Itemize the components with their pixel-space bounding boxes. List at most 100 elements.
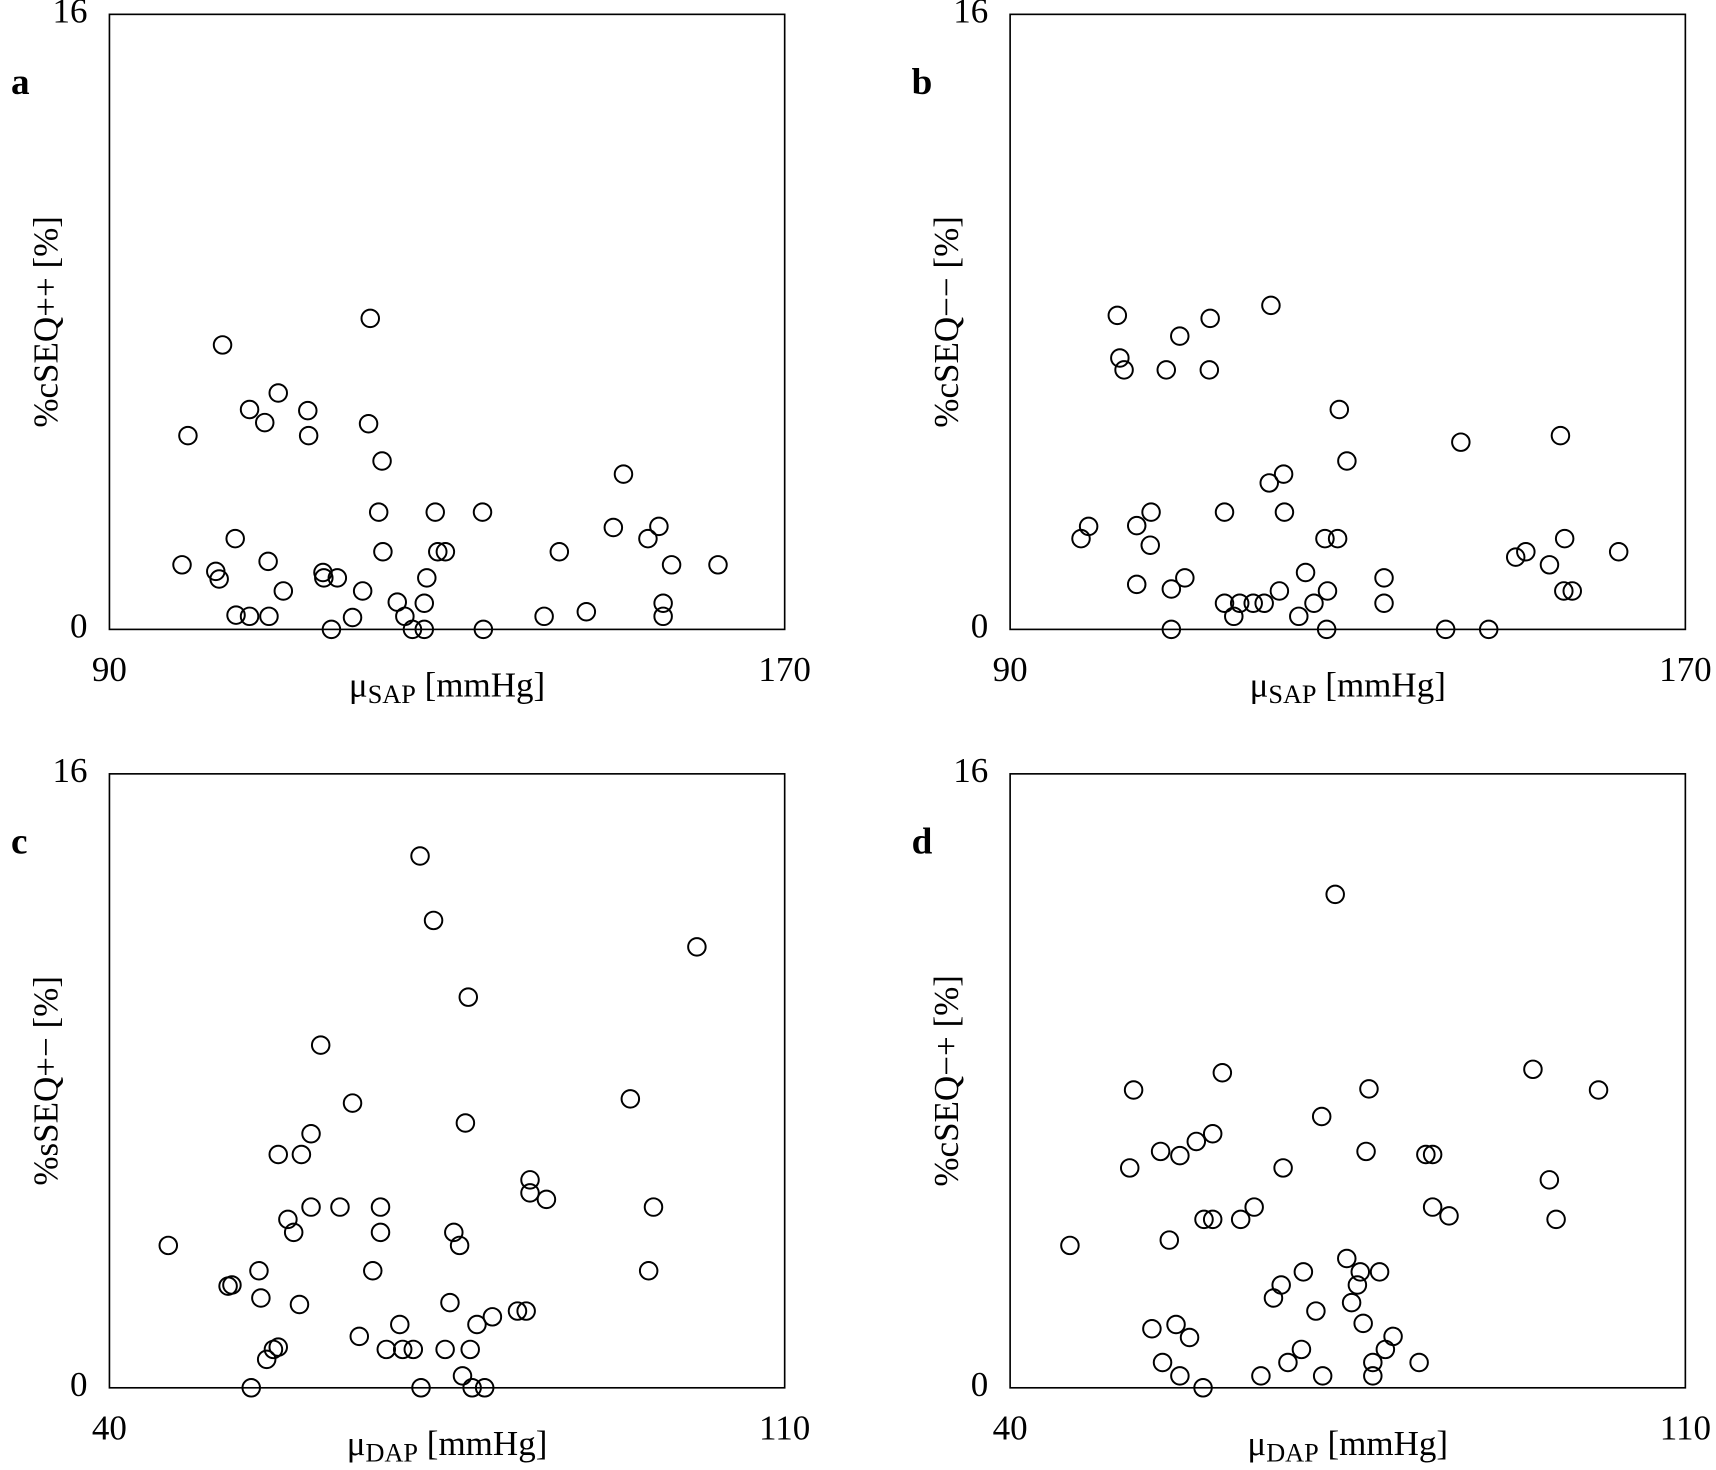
point [255, 412, 275, 433]
point [455, 1113, 476, 1133]
point [1422, 1197, 1443, 1217]
point [1311, 1106, 1332, 1127]
x-label-unit: [mmHg] [1325, 666, 1446, 705]
point [1293, 1262, 1314, 1282]
point [507, 1301, 528, 1321]
point [411, 1378, 431, 1398]
point [661, 555, 682, 575]
x-label-subscript: DAP [366, 1439, 419, 1468]
point [1141, 502, 1161, 522]
x-label-subscript: SAP [1268, 680, 1316, 709]
x-tick-label: 40 [92, 1409, 127, 1448]
point [178, 425, 198, 446]
point [440, 1292, 460, 1313]
point [1159, 1230, 1180, 1250]
panel: 0 16 90 170 μSAP [mmHg] %cSEQ++ [%] a [11, 0, 811, 709]
point [620, 1089, 641, 1109]
point [1259, 473, 1279, 493]
point [1150, 1141, 1171, 1162]
point [1110, 348, 1130, 368]
point [291, 1144, 312, 1165]
point [1200, 308, 1220, 329]
point [473, 619, 494, 640]
point [209, 569, 229, 589]
point [1126, 574, 1147, 595]
point [1152, 1352, 1173, 1373]
point [472, 502, 493, 522]
point [363, 1261, 383, 1281]
point [222, 1275, 242, 1295]
panel: 0 16 90 170 μSAP [mmHg] %cSEQ−− [%] b [912, 0, 1712, 709]
point [1347, 1275, 1368, 1295]
point [373, 542, 393, 562]
point [268, 1337, 288, 1357]
point [1291, 1339, 1312, 1360]
point [1170, 326, 1190, 346]
panel: 0 16 40 110 μDAP [mmHg] %cSEQ−+ [%] d [912, 751, 1711, 1468]
point [534, 606, 554, 627]
point [1562, 581, 1582, 601]
point [1126, 515, 1147, 536]
x-tick-label: 170 [758, 650, 811, 689]
point [1214, 502, 1235, 522]
point [1315, 528, 1335, 549]
x-tick-label: 170 [1659, 650, 1712, 689]
point [1166, 1314, 1186, 1335]
x-axis-label: μSAP [mmHg] [349, 666, 545, 710]
point [467, 1314, 487, 1335]
panel-label: c [11, 822, 28, 863]
point [1251, 1366, 1271, 1386]
plot-frame [1009, 773, 1687, 1389]
point [301, 1197, 321, 1217]
point [1353, 1313, 1373, 1334]
point [1193, 1378, 1213, 1398]
panel: 0 16 40 110 μDAP [mmHg] %sSEQ+− [%] c [11, 751, 810, 1468]
point [256, 1349, 277, 1370]
y-tick-label: 0 [70, 606, 88, 645]
x-label-subscript: DAP [1266, 1439, 1319, 1468]
point [1363, 1352, 1383, 1373]
point [1161, 619, 1182, 640]
point [1263, 1288, 1284, 1308]
point [452, 1366, 473, 1386]
y-tick-label: 16 [953, 0, 988, 30]
point [249, 1261, 269, 1281]
point [410, 846, 430, 866]
point [462, 1378, 482, 1398]
point [392, 1339, 413, 1360]
point [414, 619, 435, 640]
point [649, 516, 669, 537]
point [1363, 1366, 1383, 1386]
point [1295, 562, 1316, 583]
point [370, 1197, 391, 1217]
point [158, 1235, 179, 1256]
point [1306, 1301, 1326, 1321]
point [428, 542, 448, 562]
plot-frame [108, 13, 786, 631]
point [1179, 1327, 1200, 1348]
point [327, 568, 348, 588]
point [1156, 360, 1177, 380]
plot-frame [1009, 13, 1687, 631]
point [1409, 1352, 1429, 1373]
point [1114, 360, 1134, 380]
point [1071, 528, 1091, 549]
point [330, 1197, 350, 1217]
x-label-subscript: SAP [368, 680, 416, 709]
point [1374, 568, 1394, 588]
point [1554, 528, 1575, 549]
point [1329, 399, 1350, 420]
point [460, 1339, 480, 1360]
point [1224, 606, 1244, 627]
x-axis-label: μSAP [mmHg] [1250, 666, 1446, 710]
point [283, 1222, 304, 1243]
point [576, 601, 597, 622]
point [1316, 619, 1337, 640]
x-label-unit: [mmHg] [1327, 1424, 1448, 1463]
x-label-symbol: μ [349, 666, 368, 705]
point [1123, 1080, 1144, 1100]
point [314, 568, 334, 588]
point [474, 1378, 495, 1398]
point [352, 581, 373, 601]
point [425, 502, 445, 522]
